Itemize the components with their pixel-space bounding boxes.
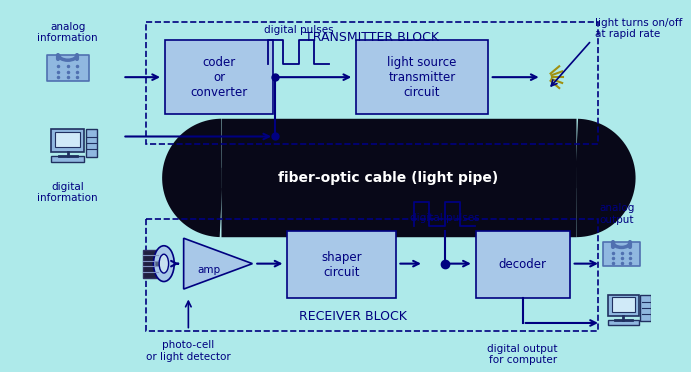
Bar	[86, 129, 97, 157]
Text: analog
information: analog information	[37, 22, 98, 43]
Ellipse shape	[153, 246, 174, 282]
Bar	[608, 295, 639, 316]
Text: RECEIVER BLOCK: RECEIVER BLOCK	[299, 310, 407, 323]
Text: amp: amp	[198, 265, 220, 275]
Text: coder
or
converter: coder or converter	[190, 56, 247, 99]
Bar	[612, 298, 635, 312]
Text: digital output
for computer: digital output for computer	[487, 344, 558, 365]
Text: light turns on/off
at rapid rate: light turns on/off at rapid rate	[595, 18, 683, 39]
Bar	[287, 231, 395, 298]
Bar	[641, 295, 651, 321]
Text: shaper
circuit: shaper circuit	[321, 251, 361, 279]
Polygon shape	[184, 238, 252, 289]
Text: decoder: decoder	[499, 258, 547, 271]
Bar	[146, 22, 598, 144]
Bar	[475, 231, 570, 298]
Bar	[603, 242, 641, 266]
Text: digital pulses: digital pulses	[264, 25, 333, 35]
Text: fiber-optic cable (light pipe): fiber-optic cable (light pipe)	[278, 171, 498, 185]
Bar	[51, 156, 84, 161]
Text: light source
transmitter
circuit: light source transmitter circuit	[387, 56, 457, 99]
Bar	[146, 219, 598, 330]
Text: analog
output: analog output	[599, 203, 634, 225]
Text: digital
information: digital information	[37, 182, 98, 203]
Bar	[356, 41, 488, 114]
Bar	[55, 132, 80, 147]
Text: photo-cell
or light detector: photo-cell or light detector	[146, 340, 231, 362]
Text: digital pulses: digital pulses	[410, 213, 480, 223]
Bar	[143, 250, 158, 278]
Bar	[608, 320, 639, 326]
Bar	[51, 129, 84, 152]
Text: TRANSMITTER BLOCK: TRANSMITTER BLOCK	[305, 31, 439, 44]
Bar	[47, 55, 88, 81]
Ellipse shape	[159, 254, 169, 273]
Bar	[165, 41, 273, 114]
